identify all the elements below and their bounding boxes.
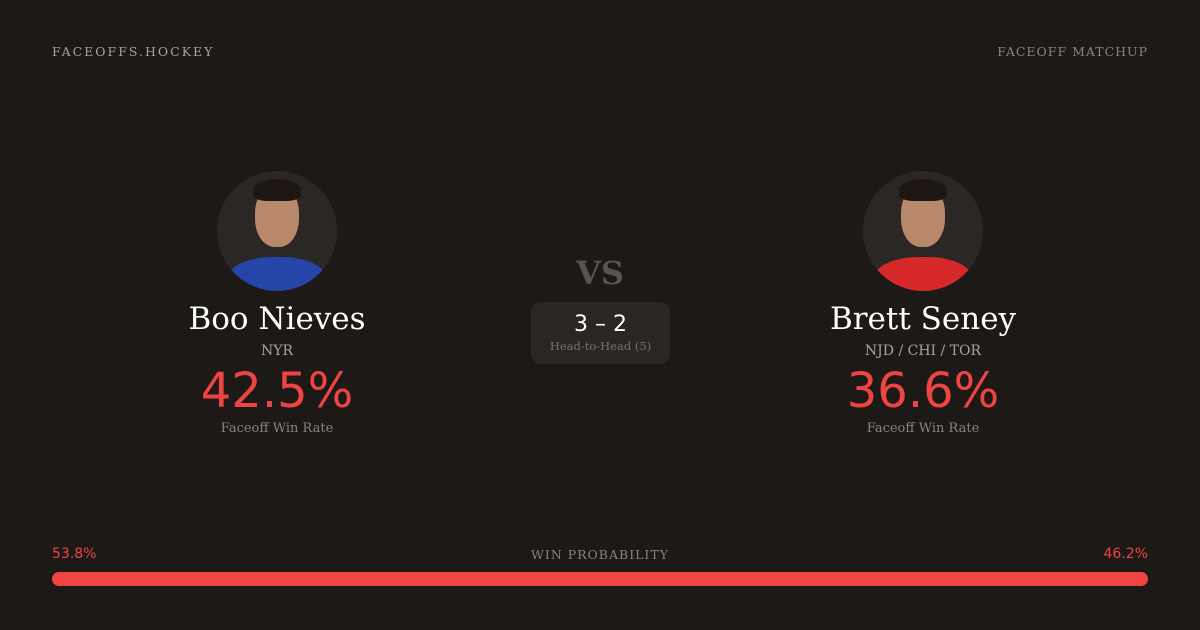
win-probability-left-segment	[52, 572, 642, 586]
player-name: Brett Seney	[829, 301, 1017, 337]
win-probability-bar	[52, 572, 1148, 586]
faceoff-rate-label: Faceoff Win Rate	[866, 421, 980, 436]
faceoff-rate: 42.5%	[200, 363, 354, 419]
player-team: NYR	[260, 343, 294, 359]
player-name: Boo Nieves	[188, 301, 366, 337]
page-tag: FACEOFF MATCHUP	[997, 44, 1148, 59]
head-to-head-card: 3 – 2 Head-to-Head (5)	[531, 302, 670, 364]
win-probability-right-segment	[641, 572, 1148, 586]
player-left: Boo Nieves NYR 42.5% Faceoff Win Rate	[127, 171, 427, 436]
win-probability-left: 53.8%	[52, 546, 97, 562]
win-probability-right: 46.2%	[1103, 546, 1148, 562]
site-brand: FACEOFFS.HOCKEY	[52, 44, 215, 59]
faceoff-rate-label: Faceoff Win Rate	[220, 421, 334, 436]
vs-label: VS	[576, 254, 624, 292]
player-team: NJD / CHI / TOR	[864, 343, 982, 359]
head-to-head-label: Head-to-Head (5)	[549, 339, 652, 353]
player-right: Brett Seney NJD / CHI / TOR 36.6% Faceof…	[773, 171, 1073, 436]
player-avatar	[217, 171, 337, 291]
head-to-head-score: 3 – 2	[574, 312, 627, 337]
faceoff-rate: 36.6%	[846, 363, 1000, 419]
player-avatar	[863, 171, 983, 291]
win-probability-label: WIN PROBABILITY	[531, 547, 669, 562]
